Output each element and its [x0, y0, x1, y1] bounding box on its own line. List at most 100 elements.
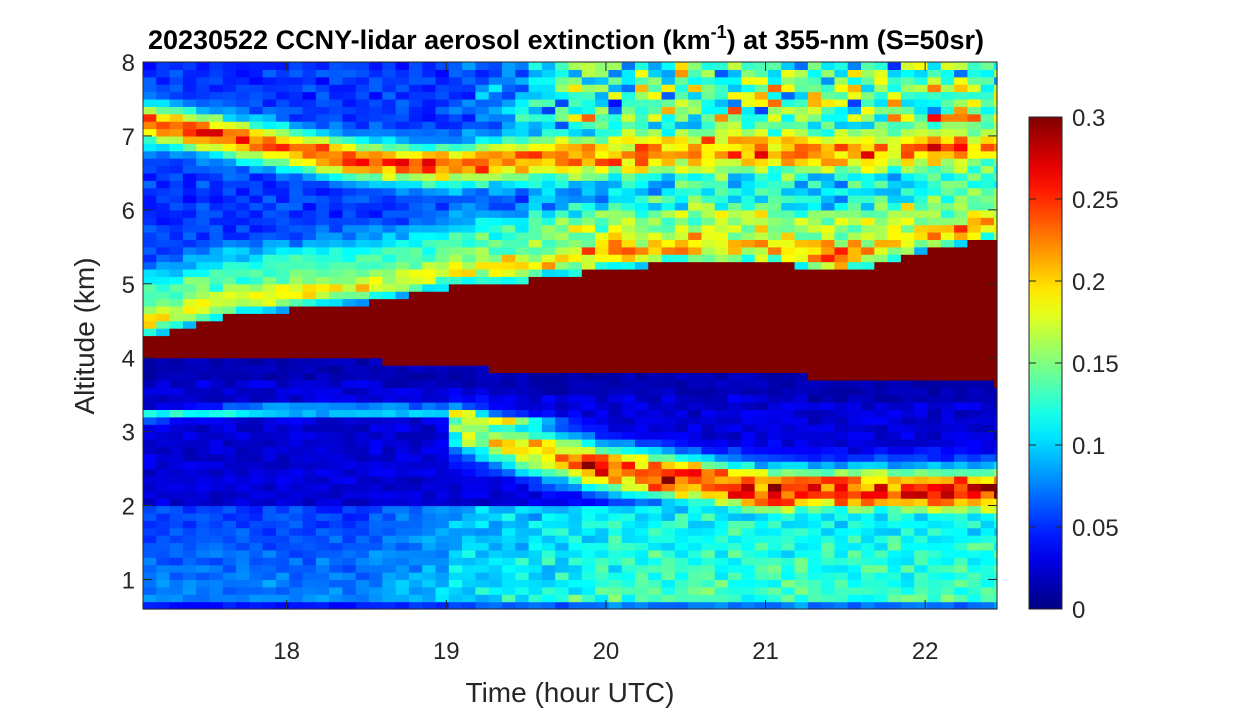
heatmap-cell	[289, 224, 304, 233]
heatmap-cell	[342, 579, 357, 588]
heatmap-cell	[488, 372, 503, 381]
heatmap-cell	[169, 498, 184, 507]
heatmap-cell	[315, 180, 330, 189]
heatmap-cell	[196, 579, 211, 588]
heatmap-cell	[794, 438, 809, 447]
heatmap-cell	[674, 209, 689, 218]
heatmap-cell	[661, 328, 676, 337]
heatmap-cell	[448, 172, 463, 181]
heatmap-cell	[382, 438, 397, 447]
heatmap-cell	[315, 461, 330, 470]
heatmap-cell	[236, 350, 250, 359]
heatmap-cell	[342, 512, 357, 521]
heatmap-cell	[502, 195, 516, 204]
heatmap-cell	[475, 305, 490, 314]
heatmap-cell	[355, 365, 370, 374]
heatmap-cell	[980, 224, 995, 233]
heatmap-cell	[621, 291, 636, 300]
heatmap-cell	[541, 594, 556, 603]
heatmap-cell	[781, 165, 796, 174]
heatmap-cell	[249, 357, 264, 366]
heatmap-cell	[728, 505, 742, 514]
heatmap-cell	[422, 424, 437, 433]
heatmap-cell	[927, 291, 942, 300]
heatmap-cell	[262, 586, 277, 595]
heatmap-cell	[395, 468, 410, 477]
heatmap-cell	[887, 84, 902, 93]
heatmap-cell	[581, 416, 596, 425]
heatmap-cell	[967, 379, 982, 388]
heatmap-cell	[262, 379, 277, 388]
heatmap-cell	[967, 268, 982, 277]
heatmap-cell	[595, 69, 609, 78]
heatmap-cell	[980, 239, 995, 248]
heatmap-cell	[275, 402, 290, 411]
heatmap-cell	[408, 209, 423, 218]
heatmap-cell	[342, 372, 357, 381]
heatmap-cell	[821, 394, 836, 403]
heatmap-cell	[355, 76, 370, 85]
heatmap-cell	[634, 446, 649, 455]
heatmap-cell	[315, 291, 330, 300]
heatmap-cell	[994, 446, 998, 455]
heatmap-cell	[847, 438, 862, 447]
heatmap-cell	[528, 549, 543, 558]
heatmap-cell	[488, 305, 503, 314]
heatmap-cell	[648, 461, 663, 470]
heatmap-cell	[754, 128, 769, 137]
heatmap-cell	[249, 387, 264, 396]
heatmap-cell	[182, 305, 197, 314]
heatmap-cell	[728, 461, 742, 470]
heatmap-cell	[236, 143, 250, 152]
heatmap-cell	[994, 187, 998, 196]
heatmap-cell	[861, 165, 875, 174]
heatmap-cell	[767, 372, 782, 381]
heatmap-cell	[541, 313, 556, 322]
heatmap-cell	[502, 483, 516, 492]
heatmap-cells	[143, 62, 998, 610]
heatmap-cell	[143, 387, 157, 396]
heatmap-cell	[528, 305, 543, 314]
heatmap-cell	[555, 172, 570, 181]
heatmap-cell	[236, 601, 250, 610]
heatmap-cell	[754, 535, 769, 544]
heatmap-cell	[954, 438, 969, 447]
heatmap-cell	[794, 291, 809, 300]
heatmap-cell	[342, 62, 357, 70]
heatmap-cell	[502, 379, 516, 388]
heatmap-cell	[954, 298, 969, 307]
heatmap-cell	[209, 165, 224, 174]
heatmap-cell	[435, 549, 450, 558]
heatmap-cell	[741, 313, 756, 322]
heatmap-cell	[834, 438, 849, 447]
heatmap-cell	[674, 320, 689, 329]
heatmap-cell	[196, 224, 211, 233]
heatmap-cell	[329, 409, 344, 418]
heatmap-cell	[781, 195, 796, 204]
heatmap-cell	[714, 431, 729, 440]
heatmap-cell	[634, 483, 649, 492]
heatmap-cell	[408, 254, 423, 263]
heatmap-cell	[182, 180, 197, 189]
heatmap-cell	[634, 268, 649, 277]
heatmap-cell	[861, 158, 875, 167]
heatmap-cell	[462, 461, 477, 470]
heatmap-cell	[528, 409, 543, 418]
heatmap-cell	[834, 254, 849, 263]
heatmap-cell	[608, 431, 623, 440]
heatmap-cell	[302, 232, 317, 240]
heatmap-cell	[728, 557, 742, 566]
heatmap-cell	[874, 268, 889, 277]
heatmap-cell	[422, 195, 437, 204]
heatmap-cell	[515, 209, 530, 218]
heatmap-cell	[741, 165, 756, 174]
heatmap-cell	[329, 527, 344, 536]
heatmap-cell	[369, 268, 383, 277]
heatmap-cell	[714, 490, 729, 499]
heatmap-cell	[834, 232, 849, 240]
heatmap-cell	[595, 283, 609, 292]
heatmap-cell	[821, 106, 836, 115]
heatmap-cell	[382, 557, 397, 566]
heatmap-cell	[502, 217, 516, 226]
heatmap-cell	[156, 165, 171, 174]
